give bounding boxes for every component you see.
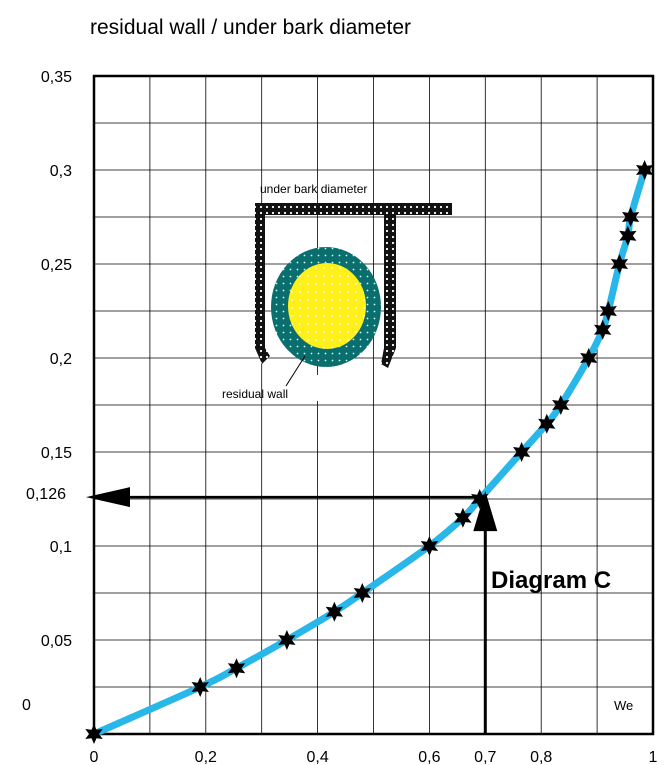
bark-top-bar — [255, 203, 452, 215]
data-point-marker — [599, 301, 617, 321]
log-top-label: under bark diameter — [260, 182, 367, 196]
label-backdrop — [310, 375, 370, 401]
data-point-marker — [552, 395, 570, 415]
guide-horizontal-arrowhead — [86, 487, 130, 508]
data-point-marker — [622, 207, 640, 227]
residual-wall-pointer — [285, 355, 306, 387]
data-point-marker — [471, 489, 489, 509]
data-point-marker — [580, 348, 598, 368]
plot-frame — [92, 74, 655, 736]
data-point-marker — [594, 319, 612, 340]
bark-left-bracket — [255, 215, 270, 364]
x-axis-tick-labels: 0 0,2 0,4 0,6 0,7 0,8 1 — [90, 749, 658, 765]
data-point-marker — [454, 507, 472, 528]
x-tick-label: 0,6 — [418, 749, 440, 765]
y-tick-label: 0,25 — [41, 257, 72, 274]
y-tick-label: 0,2 — [50, 351, 72, 368]
y-tick-label: 0,3 — [50, 163, 72, 180]
y-axis-tick-labels: 0 0,05 0,1 0,126 0,15 0,2 0,25 0,3 0,35 — [22, 69, 72, 714]
x-tick-label: 1 — [649, 749, 658, 765]
y-tick-label: 0,126 — [26, 486, 66, 503]
y-tick-label: 0 — [22, 697, 31, 714]
log-side-label: residual wall — [222, 387, 288, 401]
y-tick-label: 0,15 — [41, 445, 72, 462]
under-bark-core — [288, 263, 366, 349]
x-tick-label: 0,8 — [530, 749, 552, 765]
data-point-marker — [513, 442, 531, 462]
x-tick-label: 0,4 — [306, 749, 328, 765]
data-point-marker — [619, 225, 637, 246]
y-tick-label: 0,35 — [41, 69, 72, 86]
diagram-label: Diagram C — [491, 567, 611, 594]
x-axis-name-label: We — [614, 698, 633, 713]
data-point-marker — [636, 160, 654, 180]
guide-vertical-arrowhead — [473, 491, 498, 532]
data-point-marker — [227, 658, 246, 679]
series-markers — [85, 160, 654, 744]
y-tick-label: 0,1 — [50, 539, 72, 556]
data-point-marker — [538, 413, 556, 434]
grid-lines — [94, 76, 653, 734]
data-point-marker — [85, 724, 103, 744]
data-point-marker — [420, 536, 439, 556]
y-tick-label: 0,05 — [41, 633, 72, 650]
x-tick-label: 0 — [90, 749, 99, 765]
data-point-marker — [278, 630, 296, 650]
data-point-marker — [610, 254, 629, 274]
log-illustration — [255, 203, 452, 401]
data-point-marker — [191, 677, 209, 697]
data-point-marker — [325, 601, 343, 622]
bark-right-bracket — [381, 215, 396, 368]
x-tick-label: 0,7 — [474, 749, 496, 765]
chart-title: residual wall / under bark diameter — [90, 16, 411, 39]
data-point-marker — [353, 583, 371, 603]
x-tick-label: 0,2 — [195, 749, 217, 765]
